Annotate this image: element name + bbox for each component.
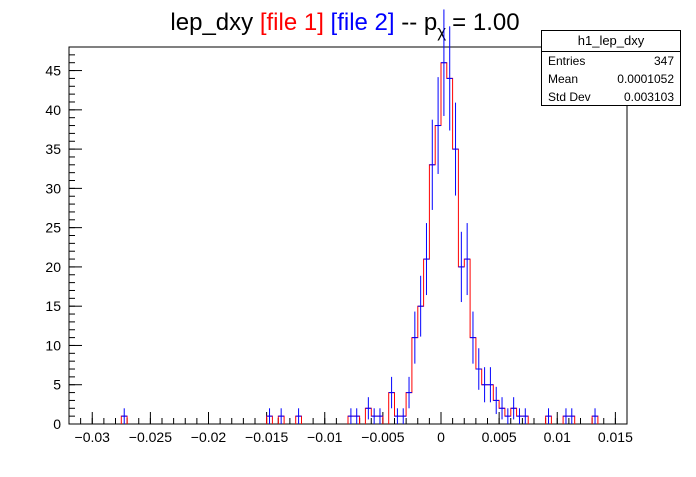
x-tick-label: 0 [437, 429, 445, 445]
stats-row-mean: Mean 0.0001052 [542, 70, 680, 88]
y-tick-label: 15 [45, 298, 61, 314]
x-tick-label: −0.015 [245, 429, 288, 445]
stats-stddev-value: 0.003103 [623, 90, 674, 104]
title-subscript: χ [437, 22, 446, 41]
histogram-file1 [120, 62, 599, 424]
y-tick-label: 5 [53, 377, 61, 393]
stats-mean-label: Mean [548, 72, 579, 86]
x-tick-label: −0.01 [307, 429, 343, 445]
x-tick-label: 0.01 [544, 429, 571, 445]
stats-stddev-label: Std Dev [548, 90, 591, 104]
y-tick-label: 10 [45, 337, 61, 353]
x-tick-label: 0.015 [598, 429, 633, 445]
plot-area: −0.03 −0.025 −0.02 −0.015 −0.01 −0.005 0 0.005 0… [45, 9, 633, 445]
y-tick-label: 30 [45, 180, 61, 196]
chart-title: lep_dxy [file 1] [file 2] -- pχ = 1.00 [170, 9, 519, 41]
stats-entries-label: Entries [548, 54, 586, 68]
x-tick-label: 0.005 [482, 429, 517, 445]
stats-box: h1_lep_dxy Entries 347 Mean 0.0001052 St… [541, 30, 681, 106]
y-tick-label: 20 [45, 259, 61, 275]
x-tick-label: −0.005 [361, 429, 404, 445]
title-suffix: -- p [401, 9, 437, 36]
x-tick-label: −0.025 [129, 429, 172, 445]
y-tick-label: 45 [45, 63, 61, 79]
x-tick-label: −0.03 [75, 429, 111, 445]
y-tick-label: 0 [53, 416, 61, 432]
title-value: = 1.00 [452, 9, 519, 36]
stats-entries-value: 347 [653, 54, 674, 68]
stats-mean-value: 0.0001052 [617, 72, 674, 86]
title-file1: [file 1] [260, 9, 324, 36]
x-tick-label: −0.02 [191, 429, 227, 445]
stats-row-entries: Entries 347 [542, 52, 680, 70]
y-tick-label: 25 [45, 220, 61, 236]
y-tick-label: 35 [45, 141, 61, 157]
stats-row-stddev: Std Dev 0.003103 [542, 88, 680, 106]
stats-title: h1_lep_dxy [542, 31, 680, 52]
y-tick-label: 40 [45, 102, 61, 118]
title-name: lep_dxy [170, 9, 253, 36]
title-file2: [file 2] [331, 9, 395, 36]
